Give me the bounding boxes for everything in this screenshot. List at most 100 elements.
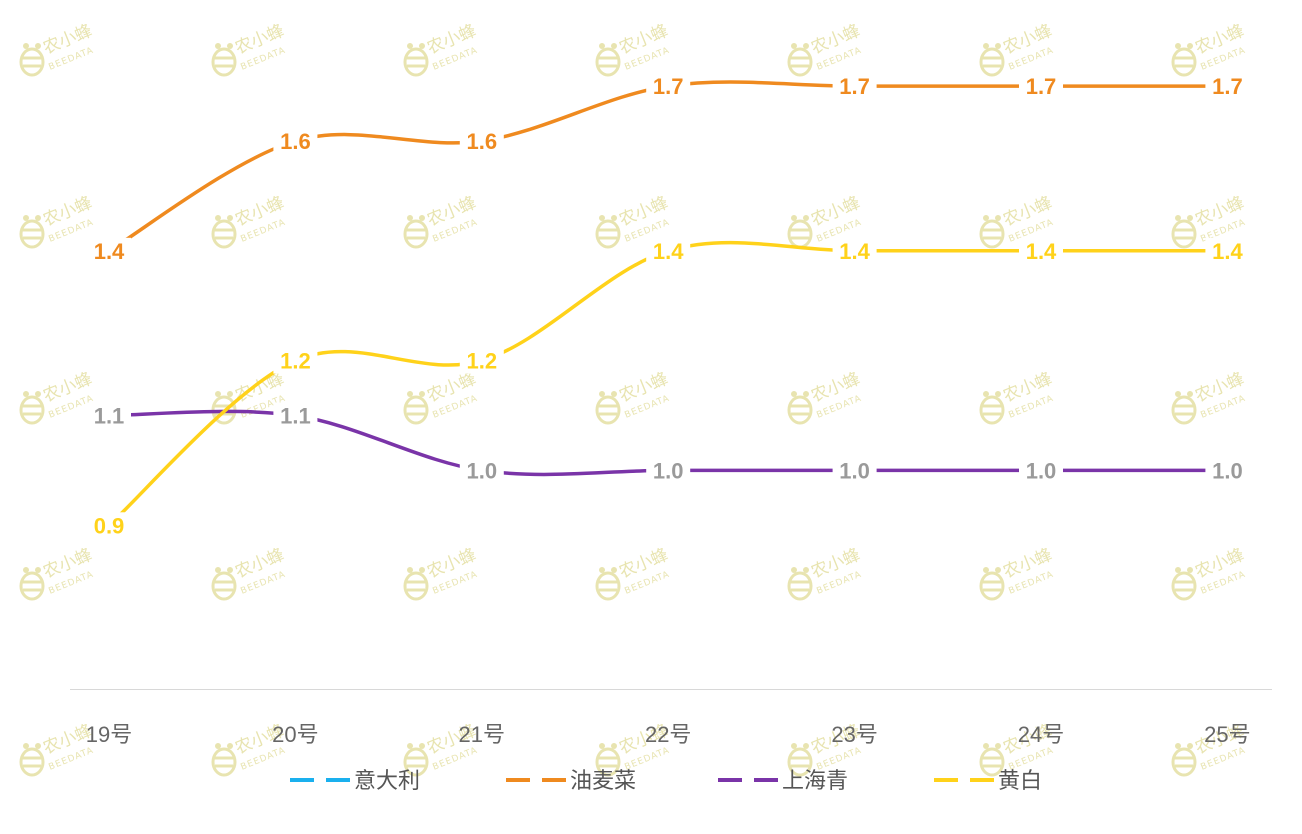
bee-icon xyxy=(595,567,621,601)
x-tick-label: 21号 xyxy=(459,722,505,747)
x-tick-label: 22号 xyxy=(645,722,691,747)
data-label-halo xyxy=(273,128,318,154)
bee-icon xyxy=(1171,215,1197,249)
data-label: 1.6 xyxy=(467,129,498,154)
data-label-halo xyxy=(1019,73,1063,100)
x-tick-label: 23号 xyxy=(831,722,877,747)
data-label: 1.0 xyxy=(1212,458,1243,483)
data-label: 1.0 xyxy=(467,458,498,483)
bee-icon xyxy=(19,567,45,601)
bee-icon xyxy=(787,743,813,777)
data-label: 1.6 xyxy=(280,129,311,154)
bee-icon xyxy=(403,215,429,249)
bee-icon xyxy=(403,743,429,777)
data-label-halo xyxy=(1205,73,1250,100)
data-label-halo xyxy=(832,237,877,264)
data-label: 1.4 xyxy=(94,239,125,264)
data-label: 1.0 xyxy=(1026,458,1057,483)
data-label: 1.4 xyxy=(653,239,684,264)
bee-icon xyxy=(403,43,429,77)
data-label-halo xyxy=(273,347,318,374)
legend-item[interactable]: 上海青 xyxy=(718,768,848,793)
bee-icon xyxy=(403,391,429,425)
data-label: 1.0 xyxy=(653,458,684,483)
data-label-halo xyxy=(459,128,504,154)
data-label: 1.4 xyxy=(839,239,870,264)
data-label: 1.7 xyxy=(1026,74,1057,99)
bee-icon xyxy=(19,391,45,425)
data-label-halo xyxy=(273,402,318,429)
legend-label: 黄白 xyxy=(998,768,1042,793)
data-label: 1.7 xyxy=(653,74,684,99)
bee-icon xyxy=(211,743,237,777)
data-label: 1.1 xyxy=(280,404,311,429)
x-tick-label: 20号 xyxy=(272,722,318,747)
x-axis: 19号 20号 21号 22号 23号 24号 25号 xyxy=(70,689,1272,747)
bee-icon xyxy=(595,215,621,249)
bee-icon xyxy=(211,215,237,249)
bee-icon xyxy=(1171,743,1197,777)
data-label: 1.0 xyxy=(839,458,870,483)
data-label-halo xyxy=(1205,457,1250,484)
bee-icon xyxy=(211,567,237,601)
bee-icon xyxy=(979,43,1005,77)
data-label-halo xyxy=(87,402,131,429)
legend-item[interactable]: 油麦菜 xyxy=(506,768,636,793)
bee-icon xyxy=(19,743,45,777)
data-label-halo xyxy=(646,457,691,484)
data-label-halo xyxy=(1205,237,1250,264)
bee-icon xyxy=(979,567,1005,601)
bee-icon xyxy=(979,391,1005,425)
legend-label: 意大利 xyxy=(354,768,420,793)
bee-icon xyxy=(979,743,1005,777)
bee-icon xyxy=(979,215,1005,249)
data-label: 1.1 xyxy=(94,404,125,429)
bee-icon xyxy=(787,391,813,425)
data-label-halo xyxy=(459,457,504,484)
bee-icon xyxy=(19,215,45,249)
data-label: 1.2 xyxy=(467,349,498,374)
bee-icon xyxy=(211,43,237,77)
bee-icon xyxy=(787,567,813,601)
data-label-halo xyxy=(832,457,877,484)
bee-icon xyxy=(1171,567,1197,601)
bee-icon xyxy=(787,43,813,77)
bee-icon xyxy=(595,43,621,77)
data-label: 1.2 xyxy=(280,349,311,374)
data-labels: 1.4 1.6 1.6 1.7 1.7 1.7 1.7 1.1 1.1 1.0 1.0 1.0 1.0 1… xyxy=(87,73,1250,539)
x-tick-label: 24号 xyxy=(1018,722,1064,747)
legend-label: 油麦菜 xyxy=(570,768,636,793)
data-label-halo xyxy=(1019,457,1063,484)
bee-icon xyxy=(595,391,621,425)
legend-item[interactable]: 黄白 xyxy=(934,768,1042,793)
bee-icon xyxy=(19,43,45,77)
data-label: 1.7 xyxy=(839,74,870,99)
data-label-halo xyxy=(87,512,131,539)
bee-icon xyxy=(403,567,429,601)
legend-item[interactable]: 意大利 xyxy=(290,768,420,793)
data-label-halo xyxy=(459,347,504,374)
bee-icon xyxy=(1171,43,1197,77)
data-label: 0.9 xyxy=(94,513,125,538)
